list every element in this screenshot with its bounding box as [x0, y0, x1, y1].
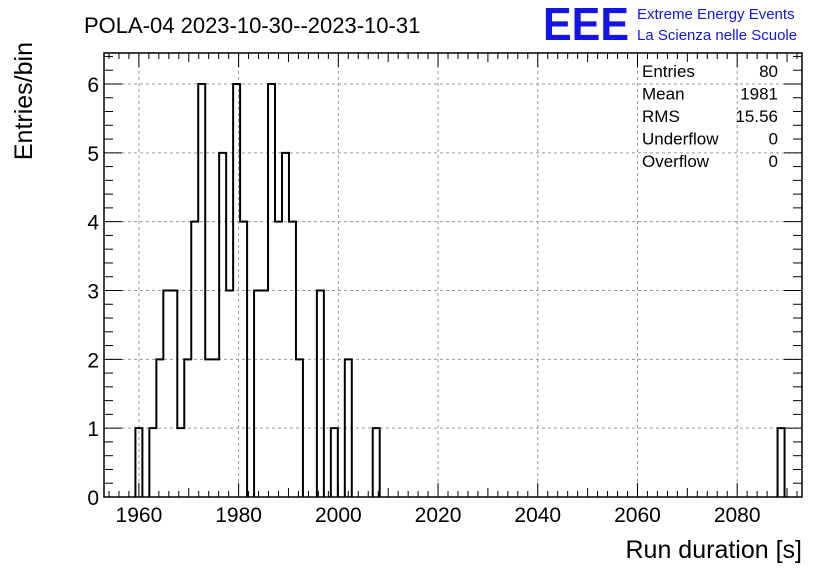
stats-label-rms: RMS [642, 107, 680, 126]
stats-box: Entries 80 Mean 1981 RMS 15.56 Underflow 0 Overf… [642, 62, 778, 171]
stats-value-entries: 80 [759, 62, 778, 81]
eee-logo: EEE Extreme Energy Events La Scienza nel… [543, 0, 797, 50]
logo-mark: EEE [543, 0, 629, 50]
x-tick-label-1: 1980 [215, 504, 262, 527]
x-tick-label-3: 2020 [415, 504, 462, 527]
plot-frame [103, 52, 803, 498]
y-axis-label: Entries/bin [10, 42, 38, 160]
stats-value-rms: 15.56 [735, 107, 778, 126]
y-tick-label-5: 5 [87, 143, 99, 166]
x-tick-labels: 1960 1980 2000 2020 2040 2060 2080 [116, 504, 761, 527]
x-tick-label-2: 2000 [315, 504, 362, 527]
x-tick-label-6: 2080 [714, 504, 761, 527]
x-axis-label: Run duration [s] [626, 536, 803, 564]
y-tick-label-0: 0 [87, 487, 99, 510]
stats-label-underflow: Underflow [642, 130, 719, 149]
y-tick-label-2: 2 [87, 349, 99, 372]
histogram-outline [134, 82, 786, 497]
stats-label-entries: Entries [642, 62, 695, 81]
logo-line-2: La Scienza nelle Scuole [637, 27, 797, 44]
stats-value-mean: 1981 [740, 85, 778, 104]
axis-ticks [104, 53, 802, 498]
x-tick-label-4: 2040 [514, 504, 561, 527]
chart-title: POLA-04 2023-10-30--2023-10-31 [84, 13, 420, 38]
y-tick-label-1: 1 [87, 418, 99, 441]
stats-value-underflow: 0 [769, 130, 778, 149]
x-tick-label-0: 1960 [116, 504, 163, 527]
stats-label-overflow: Overflow [642, 152, 710, 171]
stats-value-overflow: 0 [769, 152, 778, 171]
y-tick-label-3: 3 [87, 280, 99, 303]
y-tick-label-4: 4 [87, 212, 99, 235]
y-tick-label-6: 6 [87, 74, 99, 97]
logo-line-1: Extreme Energy Events [637, 6, 795, 23]
y-tick-labels: 0 1 2 3 4 5 6 [87, 74, 99, 510]
x-tick-label-5: 2060 [614, 504, 661, 527]
stats-label-mean: Mean [642, 85, 685, 104]
